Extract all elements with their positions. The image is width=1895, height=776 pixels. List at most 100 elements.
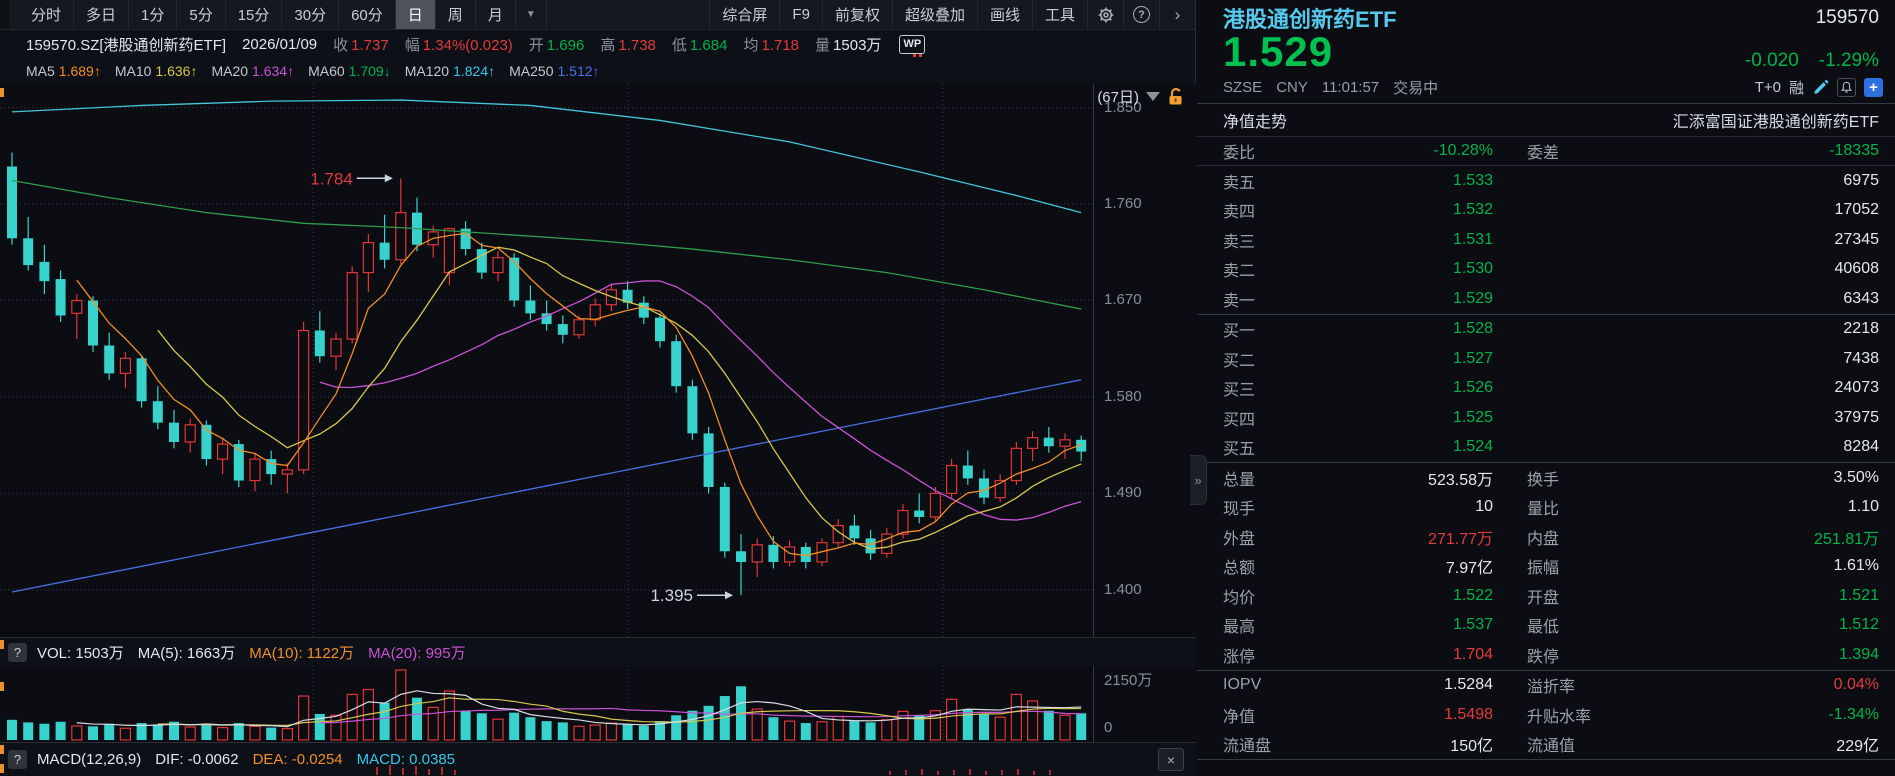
- bid-row[interactable]: 买五 1.524 8284: [1223, 438, 1879, 459]
- price-axis: 1.850 1.760 1.670 1.580 1.490 1.400: [1093, 84, 1196, 637]
- alert-bell-icon[interactable]: [1837, 78, 1856, 97]
- volume-axis-min: 0: [1104, 719, 1113, 736]
- bid-row[interactable]: 买二 1.527 7438: [1223, 349, 1879, 370]
- macd-indicator-value: DIF: -0.0062: [155, 751, 239, 768]
- section-divider: [1197, 462, 1895, 463]
- tool-button[interactable]: F9: [779, 0, 822, 29]
- stats-grid: 总量 523.58万 换手 3.50% 现手 10 量比 1.10 外盘 271.77万 内盘 251…: [1197, 463, 1895, 670]
- macd-indicator-row: ? MACD(12,26,9) DIF: -0.0062 DEA: -0.0254 M…: [0, 742, 1196, 776]
- y-axis-label: 1.670: [1104, 291, 1142, 309]
- volume-axis-max: 2150万: [1104, 672, 1153, 689]
- wp-widget-icon[interactable]: WP: [899, 34, 926, 57]
- macd-values: MACD(12,26,9) DIF: -0.0062 DEA: -0.0254 MAC…: [37, 751, 469, 768]
- unlock-icon[interactable]: [1167, 87, 1184, 106]
- ask-row[interactable]: 卖五 1.533 6975: [1223, 171, 1879, 192]
- tool-button[interactable]: 前复权: [821, 0, 892, 29]
- fund-full-name: 汇添富国证港股通创新药ETF: [1672, 114, 1879, 131]
- pane-handle-mark[interactable]: [0, 745, 4, 754]
- close-macd-icon[interactable]: ×: [1158, 748, 1184, 771]
- stat-row: 总量 523.58万 换手 3.50%: [1223, 468, 1879, 489]
- quote-info-row: 159570.SZ[港股通创新药ETF] 2026/01/09 收 1.737 幅 1.3…: [0, 30, 1195, 58]
- tool-button[interactable]: 工具: [1031, 0, 1087, 29]
- visible-range-control[interactable]: (67日): [1097, 86, 1184, 107]
- tplus-flag: T+0: [1754, 79, 1781, 96]
- period-tab[interactable]: 周: [436, 0, 476, 29]
- y-axis-label: 1.400: [1104, 580, 1142, 598]
- bid-row[interactable]: 买三 1.526 24073: [1223, 379, 1879, 400]
- nav-label: 净值走势: [1223, 114, 1288, 131]
- quote-header: 港股通创新药ETF 159570 1.529 -0.020 -1.29% SZS…: [1197, 0, 1895, 104]
- ohlc-field: 低 1.684: [671, 36, 728, 54]
- macd-help-icon[interactable]: ?: [8, 750, 27, 769]
- volume-chart[interactable]: 2150万 0: [0, 666, 1196, 742]
- add-watchlist-icon[interactable]: +: [1864, 78, 1883, 97]
- pane-handle-mark[interactable]: [0, 640, 4, 649]
- help-icon[interactable]: ?: [1123, 0, 1159, 29]
- bid-book: 买一 1.528 2218 买二 1.527 7438 买三 1.526 24073 买四 1.52…: [1197, 315, 1895, 463]
- ma-value: MA120 1.824↑: [404, 63, 496, 79]
- ohlc-field: 幅 1.34%(0.023): [404, 36, 513, 54]
- ohlc-field: 收 1.737: [333, 36, 389, 54]
- nav-row[interactable]: 净值走势 汇添富国证港股通创新药ETF: [1197, 104, 1895, 137]
- settings-gear-icon[interactable]: [1087, 0, 1123, 29]
- section-divider: [1197, 669, 1895, 671]
- ma-value: MA20 1.634↑: [211, 63, 295, 79]
- toolbar-expand-icon[interactable]: ›: [1159, 0, 1195, 29]
- ohlc-field: 高 1.738: [600, 36, 656, 54]
- etf-stats-grid: IOPV 1.5284 溢折率 0.04% 净值 1.5498 升贴水率 -1.34% 流通盘 1…: [1197, 671, 1895, 760]
- vol-indicator-value: MA(20): 995万: [368, 644, 466, 662]
- period-tab[interactable]: 30分: [282, 0, 340, 29]
- stat-row: 流通盘 150亿 流通值 229亿: [1223, 738, 1879, 756]
- period-tab[interactable]: 15分: [226, 0, 283, 29]
- period-tab[interactable]: 日: [395, 0, 436, 29]
- tool-button[interactable]: 超级叠加: [891, 0, 977, 29]
- ma-values-row: MA5 1.689↑ MA10 1.636↑ MA20 1.634↑ MA60 1.709↓ M…: [0, 58, 1195, 84]
- pane-handle-mark[interactable]: [0, 88, 4, 97]
- period-tab[interactable]: 月: [476, 0, 516, 29]
- ask-row[interactable]: 卖二 1.530 40608: [1223, 260, 1879, 281]
- period-tab[interactable]: 5分: [177, 0, 226, 29]
- period-tab[interactable]: 60分: [339, 0, 396, 29]
- candlestick-chart[interactable]: 1.784 1.395 1.850 1.760 1.670 1.580 1.490 1.40…: [0, 84, 1196, 637]
- period-dropdown-icon[interactable]: ▼: [516, 0, 547, 29]
- stock-name: 港股通创新药ETF: [1223, 7, 1397, 32]
- trading-status: 交易中: [1393, 80, 1439, 97]
- ask-row[interactable]: 卖一 1.529 6343: [1223, 289, 1879, 310]
- stock-code: 159570: [1815, 7, 1879, 28]
- bid-row[interactable]: 买一 1.528 2218: [1223, 320, 1879, 341]
- pane-handle-mark[interactable]: [0, 764, 4, 773]
- volume-plot[interactable]: [0, 666, 1093, 742]
- macd-indicator-value: DEA: -0.0254: [252, 751, 343, 768]
- tool-button[interactable]: 综合屏: [709, 0, 779, 29]
- range-dropdown-icon[interactable]: [1146, 92, 1160, 101]
- ma-values: MA5 1.689↑ MA10 1.636↑ MA20 1.634↑ MA60 1.709↓ M…: [26, 63, 614, 79]
- weibi-value: -10.28%: [1433, 142, 1493, 159]
- exchange: SZSE: [1223, 79, 1263, 96]
- edit-pencil-icon[interactable]: [1812, 79, 1829, 96]
- price-plot[interactable]: 1.784 1.395: [0, 84, 1093, 637]
- panel-collapse-handle[interactable]: »: [1190, 455, 1207, 505]
- svg-text:1.784: 1.784: [310, 169, 353, 188]
- ma-value: MA60 1.709↓: [308, 63, 391, 79]
- tool-buttons: 综合屏 F9 前复权 超级叠加 画线 工具: [709, 0, 1087, 29]
- period-tab[interactable]: 多日: [74, 0, 130, 29]
- price-change: -0.020: [1744, 50, 1799, 71]
- weicha-value: -18335: [1829, 142, 1879, 159]
- ask-row[interactable]: 卖三 1.531 27345: [1223, 230, 1879, 251]
- tool-button[interactable]: 画线: [976, 0, 1032, 29]
- weicha-label: 委差: [1527, 145, 1560, 162]
- period-tab[interactable]: 分时: [19, 0, 75, 29]
- ask-book: 卖五 1.533 6975 卖四 1.532 17052 卖三 1.531 27345 卖二 1.5…: [1197, 166, 1895, 314]
- macd-indicator-value: MACD: 0.0385: [356, 751, 456, 768]
- bottom-divider: [1197, 759, 1895, 760]
- weibi-label: 委比: [1223, 145, 1256, 162]
- vol-indicator-value: MA(5): 1663万: [137, 644, 236, 662]
- bid-row[interactable]: 买四 1.525 37975: [1223, 408, 1879, 429]
- vol-help-icon[interactable]: ?: [8, 642, 27, 662]
- ask-row[interactable]: 卖四 1.532 17052: [1223, 201, 1879, 222]
- period-tab[interactable]: 1分: [129, 0, 178, 29]
- volume-indicator-row: ? VOL: 1503万 MA(5): 1663万 MA(10): 1122万 MA(…: [0, 637, 1196, 666]
- pane-handle-mark[interactable]: [0, 682, 4, 691]
- stat-row: IOPV 1.5284 溢折率 0.04%: [1223, 676, 1879, 697]
- chart-section: 分时 多日 1分 5分 15分 30分 60分日周月 ▼ 综合屏 F9 前复权 超级叠加 画线 工具 …: [0, 0, 1196, 776]
